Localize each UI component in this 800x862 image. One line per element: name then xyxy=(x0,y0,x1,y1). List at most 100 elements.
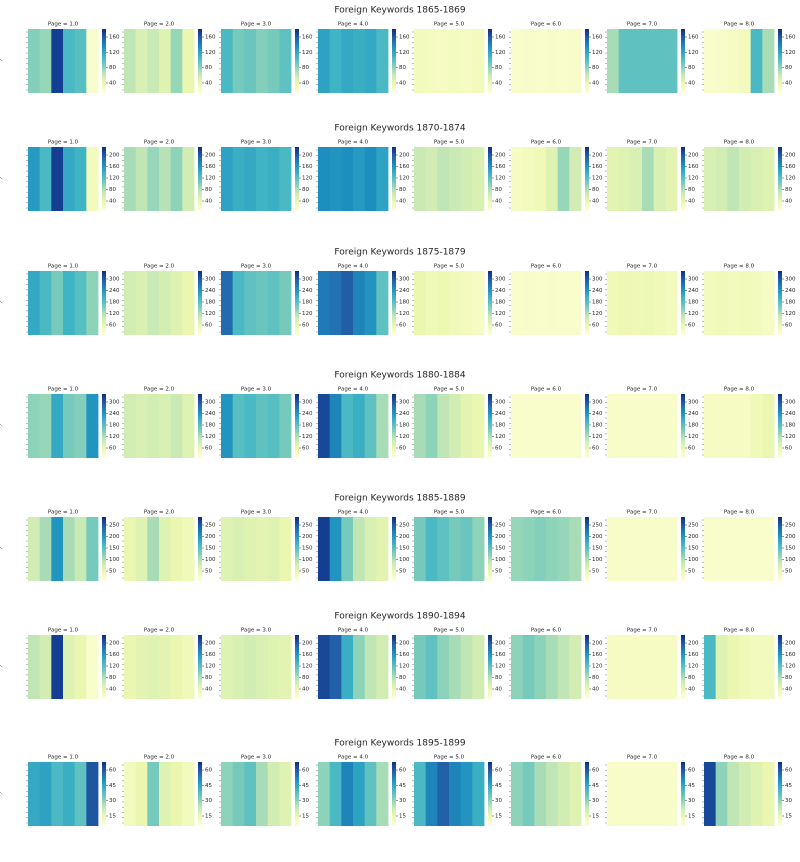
heatmap-cell xyxy=(762,517,775,581)
colorbar-tick-label: 240 xyxy=(785,288,796,294)
heatmap-cell xyxy=(704,29,717,93)
row-axis-mark xyxy=(0,423,3,427)
colorbar-tick-label: 240 xyxy=(592,288,603,294)
colorbar xyxy=(488,762,492,826)
heatmap-cell xyxy=(267,394,280,458)
heatmap-cell xyxy=(449,762,462,826)
colorbar xyxy=(681,517,685,581)
heatmap-cell xyxy=(256,29,269,93)
colorbar-tick-label: 60 xyxy=(399,446,406,452)
colorbar-tick-label: 180 xyxy=(495,423,506,429)
heatmap-cell xyxy=(221,517,234,581)
heatmap-cell xyxy=(353,394,366,458)
colorbar-tick-label: 120 xyxy=(495,311,506,317)
colorbar xyxy=(681,394,685,458)
heatmap-cell xyxy=(511,635,524,699)
heatmap-cell xyxy=(534,394,547,458)
colorbar xyxy=(488,147,492,211)
colorbar-tick-label: 60 xyxy=(592,768,599,774)
colorbar xyxy=(392,635,396,699)
colorbar-tick-label: 80 xyxy=(205,675,212,681)
heatmap-cell xyxy=(437,147,450,211)
colorbar-tick-label: 40 xyxy=(302,81,309,87)
heatmap-cell xyxy=(221,29,234,93)
colorbar-tick-label: 80 xyxy=(495,675,502,681)
colorbar xyxy=(198,29,202,93)
heatmap-cell xyxy=(135,762,148,826)
heatmap-cell xyxy=(414,29,427,93)
heatmap-cell xyxy=(472,635,485,699)
heatmap-cell xyxy=(653,635,666,699)
heatmap-cell xyxy=(353,271,366,335)
colorbar-tick-label: 120 xyxy=(785,176,796,182)
heatmap-cell xyxy=(630,635,643,699)
colorbar xyxy=(585,29,589,93)
heatmap-cell xyxy=(244,762,257,826)
colorbar-tick-label: 15 xyxy=(399,814,406,820)
colorbar-tick-label: 200 xyxy=(399,153,410,159)
colorbar-tick-label: 160 xyxy=(399,652,410,658)
colorbar-tick-label: 240 xyxy=(399,288,410,294)
heatmap-cell xyxy=(51,29,64,93)
heatmap-panel: Page = 2.0 250 200 150 100 50 xyxy=(122,510,216,581)
colorbar-tick-label: 40 xyxy=(399,81,406,87)
colorbar xyxy=(488,271,492,335)
heatmap-panel: Page = 6.0 200 160 120 80 40 xyxy=(509,140,603,211)
colorbar-tick-label: 60 xyxy=(785,446,792,452)
colorbar xyxy=(392,762,396,826)
panel-title: Page = 3.0 xyxy=(241,628,272,634)
colorbar-tick-label: 160 xyxy=(785,652,796,658)
panel-title: Page = 3.0 xyxy=(241,755,272,761)
colorbar-tick-label: 240 xyxy=(302,411,313,417)
heatmap-cell xyxy=(425,147,438,211)
colorbar-tick-label: 30 xyxy=(592,798,599,804)
colorbar-tick-label: 40 xyxy=(785,199,792,205)
colorbar xyxy=(392,29,396,93)
heatmap-cell xyxy=(414,271,427,335)
colorbar-tick-label: 240 xyxy=(785,411,796,417)
colorbar-tick-label: 120 xyxy=(399,176,410,182)
heatmap-cell xyxy=(256,635,269,699)
heatmap-cell xyxy=(704,635,717,699)
heatmap-cell xyxy=(244,271,257,335)
colorbar-tick-label: 120 xyxy=(688,50,699,56)
colorbar-tick-label: 300 xyxy=(399,400,410,406)
colorbar-tick-label: 60 xyxy=(109,768,116,774)
colorbar-tick-label: 100 xyxy=(302,557,313,563)
heatmap-cell xyxy=(182,29,195,93)
panel-title: Page = 6.0 xyxy=(531,22,562,28)
heatmap-cell xyxy=(135,394,148,458)
heatmap-cell xyxy=(727,147,740,211)
colorbar-tick-label: 160 xyxy=(592,35,603,41)
colorbar-tick-label: 200 xyxy=(495,641,506,647)
heatmap-cell xyxy=(750,635,763,699)
colorbar-tick-label: 160 xyxy=(205,164,216,170)
colorbar xyxy=(681,635,685,699)
panel-title: Page = 7.0 xyxy=(627,510,658,516)
heatmap-cell xyxy=(630,29,643,93)
heatmap-panel: Page = 7.0 160 120 80 40 xyxy=(605,22,699,93)
colorbar-tick-label: 40 xyxy=(688,199,695,205)
row-axis-mark xyxy=(0,300,3,304)
colorbar-tick-label: 80 xyxy=(399,675,406,681)
colorbar-tick-label: 160 xyxy=(785,164,796,170)
heatmap-cell xyxy=(353,517,366,581)
heatmap-cell xyxy=(74,271,87,335)
facet-row: Foreign Keywords 1895-1899 Page = 1.0 60 45… xyxy=(0,739,792,826)
heatmap-cell xyxy=(74,635,87,699)
heatmap-cell xyxy=(460,635,473,699)
row-axis-mark xyxy=(0,546,3,550)
colorbar-tick-label: 40 xyxy=(109,81,116,87)
colorbar-tick-label: 60 xyxy=(688,323,695,329)
colorbar-tick-label: 200 xyxy=(109,534,120,540)
colorbar xyxy=(392,394,396,458)
colorbar-tick-label: 120 xyxy=(302,311,313,317)
heatmap-cell xyxy=(437,271,450,335)
colorbar-tick-label: 40 xyxy=(302,687,309,693)
heatmap-cell xyxy=(653,147,666,211)
panel-title: Page = 8.0 xyxy=(724,264,755,270)
heatmap-cell xyxy=(557,271,570,335)
heatmap-cell xyxy=(39,29,52,93)
panel-title: Page = 8.0 xyxy=(724,628,755,634)
heatmap-cell xyxy=(159,394,172,458)
